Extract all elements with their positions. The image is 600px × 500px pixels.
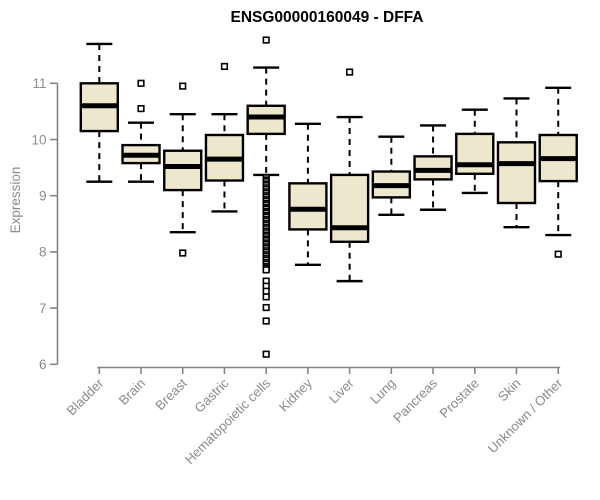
chart-title: ENSG00000160049 - DFFA: [231, 9, 424, 26]
x-tick-label: Skin: [495, 376, 524, 405]
iqr-box: [329, 173, 370, 243]
boxplot-bladder: [79, 42, 120, 183]
iqr-box: [496, 141, 537, 205]
x-tick-label: Lung: [367, 376, 398, 407]
outlier-point: [262, 266, 270, 274]
iqr-box: [455, 132, 495, 175]
y-tick-label: 10: [31, 132, 46, 147]
outlier-point: [179, 249, 187, 257]
boxplot-liver: [329, 68, 370, 283]
outlier-point: [262, 287, 270, 295]
boxplot-gastric: [204, 62, 245, 213]
boxplot-lung: [371, 135, 412, 217]
boxplot-prostate: [455, 108, 495, 195]
x-tick-label: Breast: [152, 375, 190, 413]
x-tick-label: Liver: [326, 375, 357, 406]
x-tick-label: Prostate: [437, 376, 482, 421]
outlier-point: [220, 62, 229, 71]
y-axis-label: Expression: [8, 167, 23, 234]
x-tick-label: Brain: [116, 376, 148, 408]
iqr-box: [163, 149, 203, 192]
x-tick-label: Bladder: [64, 375, 107, 418]
y-tick-label: 6: [39, 357, 47, 372]
boxplot-brain: [121, 79, 161, 183]
outlier-point: [346, 68, 354, 76]
outlier-point: [137, 104, 145, 113]
y-tick-label: 8: [39, 245, 47, 260]
x-tick-label: Pancreas: [390, 375, 440, 425]
outlier-point: [262, 350, 270, 358]
boxplot-kidney: [288, 122, 328, 267]
boxplot-skin: [496, 97, 537, 229]
iqr-box: [288, 182, 328, 231]
outlier-point: [262, 293, 270, 301]
outlier-point: [137, 79, 145, 87]
x-tick-label: Kidney: [276, 375, 315, 414]
outlier-point: [554, 250, 562, 258]
boxplot-pancreas: [413, 124, 453, 211]
x-tick-label: Unknown / Other: [485, 375, 566, 456]
iqr-box: [413, 155, 453, 181]
outlier-point: [262, 317, 270, 325]
boxplot-hematopoietic-cells: [246, 36, 286, 358]
y-tick-label: 11: [32, 76, 46, 91]
iqr-box: [246, 104, 286, 136]
y-tick-label: 7: [39, 301, 47, 316]
x-tick-label: Gastric: [191, 375, 231, 415]
outlier-point: [262, 303, 270, 312]
y-tick-label: 9: [39, 189, 47, 204]
outlier-point: [179, 82, 187, 90]
boxplot-breast: [163, 82, 203, 257]
outlier-point: [262, 36, 270, 44]
boxplot-unknown-other: [538, 86, 578, 258]
